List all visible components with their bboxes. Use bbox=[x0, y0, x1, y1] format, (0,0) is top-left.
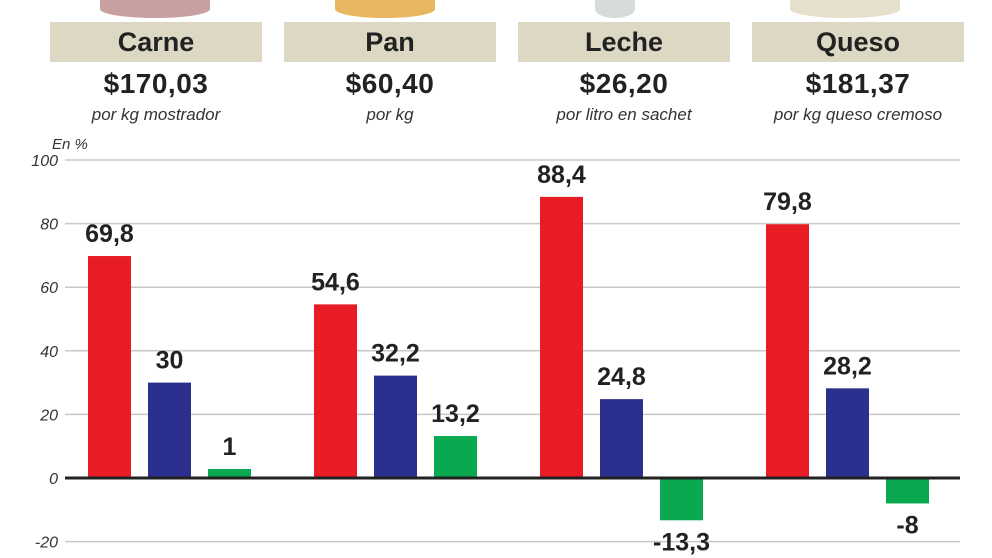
bar-queso-0 bbox=[766, 224, 809, 478]
meat-photo bbox=[100, 0, 210, 18]
price-carne: $170,03 bbox=[103, 68, 209, 99]
bar-pan-1 bbox=[374, 375, 417, 478]
price-leche: $26,20 bbox=[579, 68, 669, 99]
data-label: 32,2 bbox=[371, 340, 420, 368]
bar-leche-1 bbox=[600, 399, 643, 478]
unit-queso: por kg queso cremoso bbox=[773, 105, 943, 124]
bar-leche-2 bbox=[660, 478, 703, 521]
header-leche: Leche bbox=[518, 22, 730, 62]
cheese-photo bbox=[790, 0, 900, 18]
bar-carne-0 bbox=[88, 256, 131, 478]
unit-pan: por kg bbox=[366, 105, 414, 124]
unit-leche: por litro en sachet bbox=[556, 105, 692, 124]
bar-queso-2 bbox=[886, 478, 929, 504]
data-label: 88,4 bbox=[537, 161, 586, 189]
bar-carne-1 bbox=[148, 382, 191, 478]
y-tick-label: 60 bbox=[40, 280, 58, 297]
bar-pan-0 bbox=[314, 304, 357, 478]
bread-photo bbox=[335, 0, 435, 18]
data-label: 30 bbox=[156, 347, 184, 375]
data-label: 13,2 bbox=[431, 400, 480, 428]
data-label: -8 bbox=[896, 511, 918, 539]
y-tick-label: 40 bbox=[40, 344, 58, 361]
data-label: 54,6 bbox=[311, 268, 360, 296]
bar-leche-0 bbox=[540, 196, 583, 478]
unit-carne: por kg mostrador bbox=[91, 105, 221, 124]
y-tick-label: 0 bbox=[49, 471, 58, 488]
bar-pan-2 bbox=[434, 436, 477, 478]
price-queso: $181,37 bbox=[805, 68, 911, 99]
data-label: 24,8 bbox=[597, 363, 646, 391]
bar-carne-2 bbox=[208, 469, 251, 478]
y-tick-label: -20 bbox=[35, 535, 58, 552]
header-pan: Pan bbox=[284, 22, 496, 62]
y-tick-label: 100 bbox=[31, 153, 58, 170]
data-label: 28,2 bbox=[823, 352, 872, 380]
data-label: 69,8 bbox=[85, 220, 134, 248]
y-tick-label: 20 bbox=[39, 407, 58, 424]
data-label: 1 bbox=[223, 433, 237, 461]
header-carne: Carne bbox=[50, 22, 262, 62]
data-label: 79,8 bbox=[763, 188, 812, 216]
milk-photo bbox=[595, 0, 635, 18]
price-pan: $60,40 bbox=[345, 68, 435, 99]
y-tick-label: 80 bbox=[40, 217, 58, 234]
y-axis-label: En % bbox=[52, 136, 88, 153]
data-label: -13,3 bbox=[653, 528, 710, 556]
bar-queso-1 bbox=[826, 388, 869, 478]
header-queso: Queso bbox=[752, 22, 964, 62]
